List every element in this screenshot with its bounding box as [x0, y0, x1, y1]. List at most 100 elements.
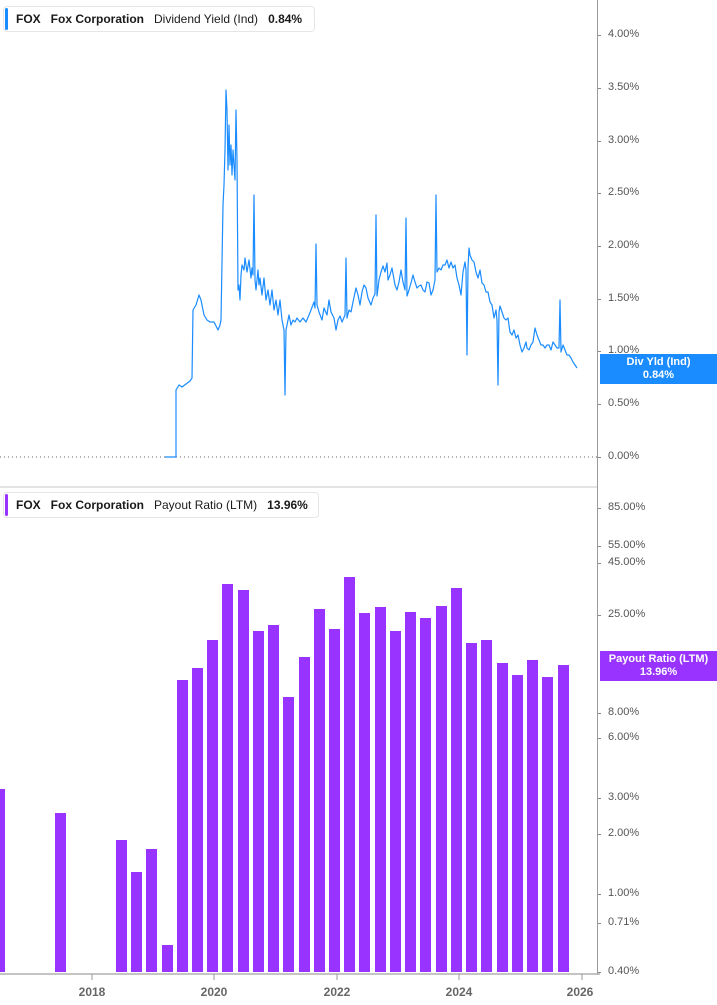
top-y-tick: 4.00% [608, 28, 640, 40]
top-legend: FOX Fox Corporation Dividend Yield (Ind)… [3, 6, 315, 32]
bottom-y-tick: 2.00% [608, 827, 640, 839]
tick-mark [598, 738, 601, 739]
top-y-tick: 0.50% [608, 397, 640, 409]
bar[interactable] [466, 643, 477, 972]
bar[interactable] [359, 613, 370, 972]
bar[interactable] [238, 590, 249, 972]
tick-mark [598, 351, 601, 352]
div-yield-value-badge: Div Yld (Ind) 0.84% [600, 354, 717, 384]
bar[interactable] [192, 668, 203, 972]
tick-mark [598, 563, 601, 564]
bar[interactable] [329, 629, 340, 972]
tick-mark [598, 923, 601, 924]
bar[interactable] [283, 697, 294, 972]
tick-mark [598, 193, 601, 194]
x-tick-label: 2026 [566, 985, 594, 999]
top-y-tick: 2.00% [608, 239, 640, 251]
bar[interactable] [268, 625, 279, 972]
badge-label: Div Yld (Ind) [626, 356, 691, 368]
top-y-tick: 0.00% [608, 450, 640, 462]
dividend-yield-line[interactable] [165, 89, 578, 458]
tick-mark [598, 972, 601, 973]
bar[interactable] [375, 607, 386, 972]
payout-ratio-bars [0, 577, 569, 972]
bar[interactable] [131, 872, 142, 972]
top-legend-metric: Dividend Yield (Ind) [154, 12, 259, 26]
top-legend-color-swatch [5, 8, 8, 30]
bottom-legend-value: 13.96% [267, 498, 308, 512]
tick-mark [598, 615, 601, 616]
tick-mark [598, 508, 601, 509]
bottom-y-tick: 0.71% [608, 916, 640, 928]
bar[interactable] [207, 640, 218, 972]
bar[interactable] [177, 680, 188, 972]
tick-mark [598, 834, 601, 835]
bar[interactable] [436, 606, 447, 972]
bar[interactable] [405, 612, 416, 972]
tick-mark [598, 894, 601, 895]
bottom-legend-ticker: FOX [16, 498, 41, 512]
tick-mark [598, 246, 601, 247]
bar[interactable] [253, 631, 264, 972]
tick-mark [598, 546, 601, 547]
tick-mark [598, 798, 601, 799]
tick-mark [598, 713, 601, 714]
payout-ratio-value-badge: Payout Ratio (LTM) 13.96% [600, 651, 717, 681]
panel-divider[interactable] [0, 486, 597, 488]
tick-mark [598, 141, 601, 142]
bar[interactable] [116, 840, 127, 972]
bottom-legend-metric: Payout Ratio (LTM) [154, 498, 258, 512]
bottom-y-tick: 0.40% [608, 965, 640, 977]
bar[interactable] [497, 663, 508, 972]
top-legend-ticker: FOX [16, 12, 41, 26]
top-legend-company: Fox Corporation [50, 12, 144, 26]
bar[interactable] [451, 588, 462, 972]
x-tick-label: 2024 [445, 985, 473, 999]
bar[interactable] [162, 945, 173, 972]
bar[interactable] [222, 584, 233, 972]
y-axis-line [597, 0, 598, 975]
bottom-y-tick: 45.00% [608, 556, 646, 568]
bar[interactable] [55, 813, 66, 972]
bar[interactable] [390, 631, 401, 972]
bottom-y-tick: 85.00% [608, 501, 646, 513]
bottom-legend-company: Fox Corporation [50, 498, 144, 512]
top-y-tick: 3.00% [608, 134, 640, 146]
bar[interactable] [481, 640, 492, 972]
bottom-y-tick: 3.00% [608, 791, 640, 803]
top-y-tick: 1.00% [608, 344, 640, 356]
bar[interactable] [512, 675, 523, 972]
top-y-tick: 3.50% [608, 81, 640, 93]
bar[interactable] [527, 660, 538, 972]
top-y-tick: 1.50% [608, 292, 640, 304]
bottom-y-tick: 55.00% [608, 539, 646, 551]
x-tick-label: 2020 [200, 985, 228, 999]
tick-mark [598, 35, 601, 36]
tick-mark [598, 88, 601, 89]
tick-mark [598, 457, 601, 458]
x-tick-label: 2022 [323, 985, 351, 999]
bar[interactable] [146, 849, 157, 972]
bar[interactable] [558, 665, 569, 972]
x-tick-label: 2018 [78, 985, 106, 999]
bottom-legend-color-swatch [5, 494, 8, 516]
bottom-legend: FOX Fox Corporation Payout Ratio (LTM) 1… [3, 492, 319, 518]
bottom-y-tick: 25.00% [608, 608, 646, 620]
top-legend-value: 0.84% [268, 12, 303, 26]
badge-value: 13.96% [639, 666, 678, 678]
bar[interactable] [344, 577, 355, 972]
badge-label: Payout Ratio (LTM) [608, 653, 709, 665]
badge-value: 0.84% [642, 369, 675, 381]
bar[interactable] [299, 657, 310, 972]
bottom-y-tick: 1.00% [608, 887, 640, 899]
top-y-tick: 2.50% [608, 186, 640, 198]
tick-mark [598, 299, 601, 300]
bar[interactable] [0, 789, 5, 972]
bar[interactable] [420, 618, 431, 972]
bar[interactable] [542, 677, 553, 972]
bottom-y-tick: 6.00% [608, 731, 640, 743]
tick-mark [598, 404, 601, 405]
bar[interactable] [314, 609, 325, 972]
bottom-y-tick: 8.00% [608, 706, 640, 718]
